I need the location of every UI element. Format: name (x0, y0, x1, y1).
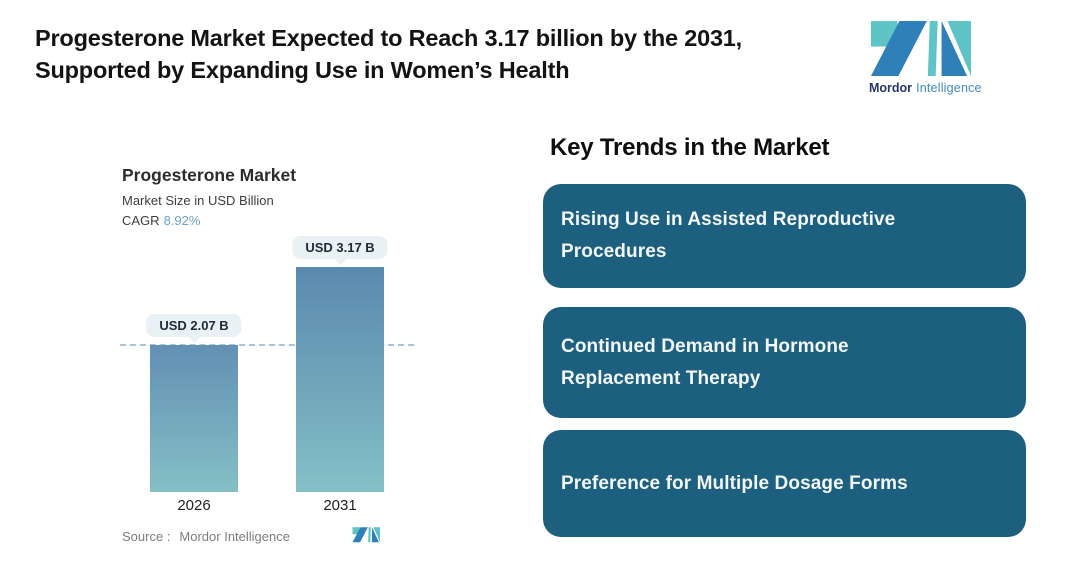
source-row: Source : Mordor Intelligence (122, 529, 290, 544)
bar-2031 (296, 267, 384, 492)
x-tick-2026: 2026 (177, 497, 211, 514)
trend-card-1: Rising Use in Assisted Reproductive Proc… (543, 184, 1026, 288)
page-title-line1: Progesterone Market Expected to Reach 3.… (35, 25, 743, 51)
chart-title: Progesterone Market (122, 165, 297, 185)
value-label: USD 2.07 B (159, 318, 229, 333)
bar-2026 (150, 345, 238, 492)
cagr-value: 8.92% (163, 213, 201, 228)
brand-name-light: Intelligence (916, 81, 982, 95)
cagr-label: CAGR (122, 213, 160, 228)
brand-name-bold: Mordor (869, 81, 913, 95)
value-label-pill: USD 2.07 B (146, 314, 242, 337)
chart-subtitle: Market Size in USD Billion (122, 193, 274, 208)
x-tick-2031: 2031 (323, 497, 357, 514)
trend-card-label: Rising Use in Assisted Reproductive Proc… (561, 209, 896, 262)
chart-header: Progesterone Market Market Size in USD B… (122, 165, 296, 228)
brand-name: Mordor Intelligence (869, 81, 982, 95)
reference-line (120, 344, 414, 346)
trend-card-2: Continued Demand in Hormone Replacement … (543, 307, 1026, 418)
mordor-intelligence-logo: Mordor Intelligence (869, 21, 982, 95)
page-title: Progesterone Market Expected to Reach 3.… (35, 22, 865, 86)
value-label-pill: USD 3.17 B (292, 236, 388, 259)
mordor-logo-icon (869, 21, 979, 78)
trend-card-3: Preference for Multiple Dosage Forms (543, 430, 1026, 537)
mordor-logo-small-icon (352, 527, 380, 543)
key-trends-heading: Key Trends in the Market (550, 134, 830, 161)
chart-cagr-row: CAGR 8.92% (122, 213, 296, 228)
bar-group-2026: USD 2.07 B 2026 (146, 314, 242, 514)
bar-group-2031: USD 3.17 B 2031 (292, 236, 388, 514)
trend-card-label: Preference for Multiple Dosage Forms (561, 472, 908, 494)
value-label: USD 3.17 B (305, 240, 375, 255)
bar-chart-plot: USD 2.07 B 2026 USD 3.17 B 2031 (120, 236, 420, 514)
source-label: Source : (122, 529, 171, 544)
trend-card-label: Continued Demand in Hormone Replacement … (561, 335, 849, 389)
page-title-line2: Supported by Expanding Use in Women’s He… (35, 57, 570, 83)
source-value: Mordor Intelligence (179, 529, 290, 544)
